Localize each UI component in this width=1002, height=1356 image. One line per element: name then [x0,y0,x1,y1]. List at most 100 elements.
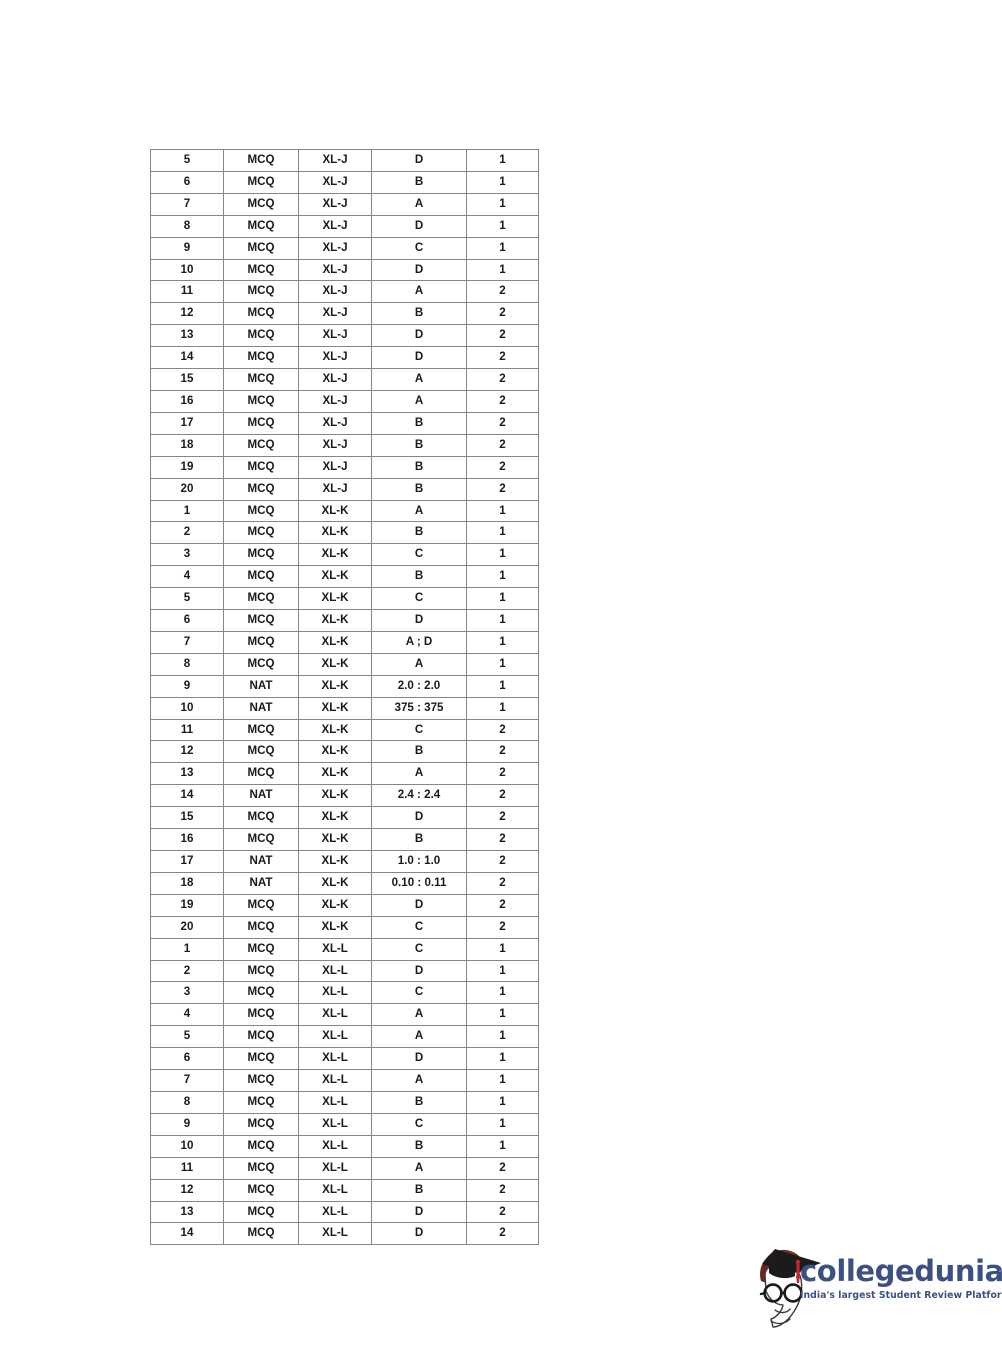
cell-marks: 1 [466,149,539,172]
cell-question-type: MCQ [223,981,299,1005]
table-row: 11 MCQ XL-L A 2 [150,1156,539,1180]
cell-marks: 2 [466,433,539,457]
cell-answer-key: B [371,170,467,194]
table-row: 3 MCQ XL-K C 1 [150,543,539,567]
cell-paper-code: XL-J [298,433,372,457]
cell-answer-key: B [371,433,467,457]
table-row: 11 MCQ XL-K C 2 [150,718,539,742]
cell-marks: 2 [466,346,539,370]
cell-paper-code: XL-K [298,762,372,786]
cell-question-no: 13 [150,762,224,786]
cell-marks: 2 [466,718,539,742]
cell-paper-code: XL-J [298,192,372,216]
table-row: 10 NAT XL-K 375 : 375 1 [150,696,539,720]
cell-question-no: 11 [150,280,224,304]
cell-question-type: MCQ [223,1200,299,1224]
cell-question-type: NAT [223,784,299,808]
table-row: 16 MCQ XL-J A 2 [150,389,539,413]
cell-paper-code: XL-J [298,280,372,304]
cell-question-no: 5 [150,149,224,172]
cell-question-type: MCQ [223,652,299,676]
cell-marks: 2 [466,1156,539,1180]
table-row: 9 NAT XL-K 2.0 : 2.0 1 [150,674,539,698]
cell-question-no: 14 [150,346,224,370]
table-row: 10 MCQ XL-L B 1 [150,1134,539,1158]
cell-question-type: MCQ [223,937,299,961]
table-row: 4 MCQ XL-L A 1 [150,1003,539,1027]
cell-question-no: 7 [150,192,224,216]
table-row: 13 MCQ XL-K A 2 [150,762,539,786]
cell-answer-key: B [371,1178,467,1202]
cell-paper-code: XL-J [298,302,372,326]
cell-marks: 2 [466,828,539,851]
cell-answer-key: A [371,389,467,413]
cell-answer-key: A [371,652,467,676]
cell-paper-code: XL-K [298,806,372,830]
cell-question-no: 10 [150,696,224,720]
cell-marks: 2 [466,893,539,917]
cell-question-type: MCQ [223,236,299,260]
cell-paper-code: XL-K [298,565,372,589]
table-row: 18 MCQ XL-J B 2 [150,433,539,457]
table-row: 20 MCQ XL-K C 2 [150,915,539,939]
cell-answer-key: A [371,1156,467,1180]
cell-marks: 2 [466,302,539,326]
table-row: 16 MCQ XL-K B 2 [150,828,539,851]
table-row: 10 MCQ XL-J D 1 [150,258,539,282]
cell-question-type: MCQ [223,1069,299,1092]
table-row: 15 MCQ XL-K D 2 [150,806,539,830]
cell-answer-key: C [371,915,467,939]
cell-question-no: 19 [150,893,224,917]
cell-question-no: 9 [150,1112,224,1136]
cell-paper-code: XL-K [298,543,372,567]
cell-marks: 2 [466,871,539,895]
cell-answer-key: C [371,981,467,1005]
table-row: 14 NAT XL-K 2.4 : 2.4 2 [150,784,539,808]
table-row: 13 MCQ XL-L D 2 [150,1200,539,1224]
cell-paper-code: XL-K [298,871,372,895]
cell-question-type: MCQ [223,1156,299,1180]
table-row: 20 MCQ XL-J B 2 [150,477,539,501]
cell-question-type: MCQ [223,433,299,457]
cell-marks: 2 [466,806,539,830]
cell-paper-code: XL-L [298,1047,372,1071]
cell-question-no: 4 [150,1003,224,1027]
cell-answer-key: 0.10 : 0.11 [371,871,467,895]
cell-marks: 1 [466,170,539,194]
cell-question-type: MCQ [223,630,299,654]
brand-tagline: India's largest Student Review Platform [800,1290,1002,1301]
cell-paper-code: XL-J [298,455,372,479]
cell-paper-code: XL-L [298,1178,372,1202]
cell-question-type: MCQ [223,915,299,939]
table-row: 5 MCQ XL-K C 1 [150,587,539,611]
table-row: 5 MCQ XL-L A 1 [150,1025,539,1049]
cell-question-type: MCQ [223,1025,299,1049]
cell-answer-key: D [371,1222,467,1246]
cell-marks: 1 [466,587,539,611]
cell-question-no: 3 [150,543,224,567]
cell-answer-key: A [371,192,467,216]
cell-question-type: MCQ [223,477,299,501]
cell-question-no: 15 [150,368,224,391]
cell-answer-key: 1.0 : 1.0 [371,850,467,873]
cell-answer-key: D [371,893,467,917]
cell-marks: 1 [466,1134,539,1158]
cell-question-type: MCQ [223,609,299,632]
cell-answer-key: C [371,937,467,961]
cell-marks: 1 [466,192,539,216]
cell-question-no: 7 [150,1069,224,1092]
cell-answer-key: 375 : 375 [371,696,467,720]
table-row: 8 MCQ XL-K A 1 [150,652,539,676]
cell-question-type: NAT [223,674,299,698]
cell-answer-key: D [371,258,467,282]
cell-marks: 2 [466,915,539,939]
table-row: 7 MCQ XL-J A 1 [150,192,539,216]
cell-marks: 1 [466,609,539,632]
cell-answer-key: D [371,959,467,983]
cell-answer-key: A [371,280,467,304]
cell-question-type: MCQ [223,1003,299,1027]
cell-answer-key: 2.0 : 2.0 [371,674,467,698]
cell-answer-key: B [371,521,467,545]
cell-answer-key: A ; D [371,630,467,654]
cell-answer-key: B [371,1134,467,1158]
